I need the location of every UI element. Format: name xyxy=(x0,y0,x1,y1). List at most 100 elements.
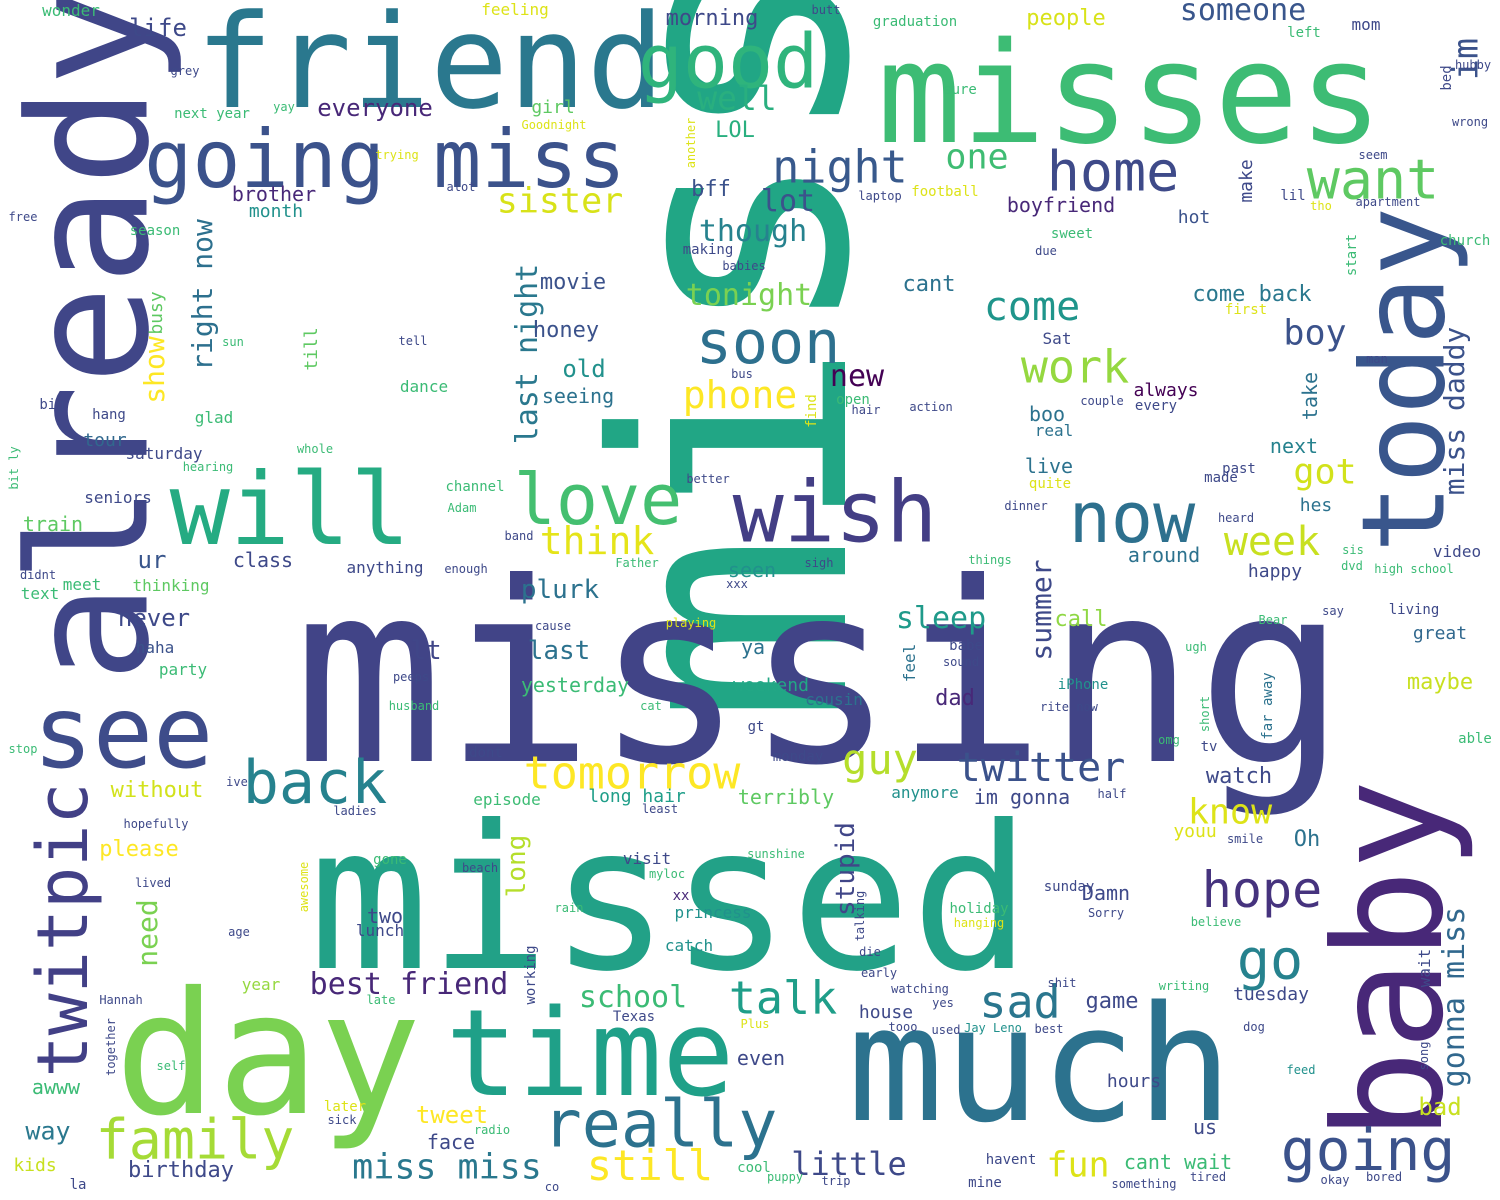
word-sunday: sunday xyxy=(1043,879,1095,895)
word-bit-ly: bit ly xyxy=(7,446,21,490)
word-anymore: anymore xyxy=(891,783,959,802)
word-people: people xyxy=(1026,6,1106,31)
word-ladies: ladies xyxy=(333,804,377,818)
word-bus: bus xyxy=(731,367,753,381)
word-youu: youu xyxy=(1173,821,1217,842)
word-movie: movie xyxy=(539,270,607,295)
word-babe: babe xyxy=(949,638,983,654)
word-lt: lt xyxy=(410,636,442,666)
word-wait: wait xyxy=(1415,948,1434,988)
word-puppy: puppy xyxy=(766,1170,804,1184)
word-cool: cool xyxy=(737,1160,771,1176)
word-will: will xyxy=(169,451,411,568)
word-text: text xyxy=(20,584,60,603)
word-back: back xyxy=(242,748,388,818)
word-us: us xyxy=(1192,1115,1218,1139)
word-seem: seem xyxy=(1358,148,1388,162)
word-bored: bored xyxy=(1365,1170,1403,1184)
word-husband: husband xyxy=(388,699,440,713)
word-talking: talking xyxy=(853,890,867,942)
word-terribly: terribly xyxy=(737,785,835,809)
word-come-back: come back xyxy=(1192,282,1312,307)
word-oh: Oh xyxy=(1293,827,1321,852)
word-believe: believe xyxy=(1190,915,1242,929)
word-catch: catch xyxy=(664,936,714,955)
word-quite: quite xyxy=(1028,476,1072,492)
word-tell: tell xyxy=(398,334,428,348)
word-work: work xyxy=(1020,340,1130,394)
word-co: co xyxy=(544,1180,560,1194)
word-watch: watch xyxy=(1205,764,1273,789)
word-season: season xyxy=(129,223,181,239)
word-time: time xyxy=(445,985,735,1124)
word-hours: hours xyxy=(1106,1071,1162,1092)
word-next-year: next year xyxy=(174,106,250,122)
word-yes: yes xyxy=(932,996,954,1010)
word-old: old xyxy=(562,355,606,383)
word-go: go xyxy=(1236,927,1304,992)
word-omg: omg xyxy=(1158,733,1180,747)
word-big: big xyxy=(39,397,65,413)
word-babies: babies xyxy=(722,259,766,273)
word-mom: mom xyxy=(1351,15,1381,34)
word-late: late xyxy=(366,993,396,1007)
word-peeps: peeps xyxy=(392,670,430,684)
word-together: together xyxy=(104,1018,118,1076)
word-gone: gone xyxy=(373,852,407,868)
word-school: school xyxy=(578,980,688,1015)
word-house: house xyxy=(858,1002,914,1023)
word-xx: xx xyxy=(672,888,690,904)
word-without: without xyxy=(110,778,204,803)
word-least: least xyxy=(641,802,679,816)
word-new: new xyxy=(829,359,885,394)
word-adam: Adam xyxy=(447,501,477,515)
word-want: want xyxy=(1306,147,1440,212)
word-die: die xyxy=(859,945,881,959)
word-bear: Bear xyxy=(1258,613,1288,627)
word-seen: seen xyxy=(727,558,777,582)
word-live: live xyxy=(1024,454,1074,478)
word-tooo: tooo xyxy=(888,1020,918,1034)
word-things: things xyxy=(968,553,1012,567)
word-tour: tour xyxy=(83,430,127,451)
word-self: self xyxy=(156,1059,186,1073)
word-cant-wait: cant wait xyxy=(1123,1150,1233,1174)
word-two: two xyxy=(366,904,404,928)
word-got: got xyxy=(1293,452,1357,493)
word-good: good xyxy=(637,17,819,106)
word-everyone: everyone xyxy=(317,94,433,122)
word-left: left xyxy=(1287,25,1321,41)
word-soon: soon xyxy=(695,308,841,378)
word-lunch: lunch xyxy=(355,921,405,940)
word-fun: fun xyxy=(1046,1145,1110,1186)
word-missing: missing xyxy=(293,529,1347,820)
word-im-gonna: im gonna xyxy=(973,785,1071,809)
word-see: see xyxy=(32,674,214,791)
word-morning: morning xyxy=(665,6,759,31)
word-dont: dont xyxy=(469,745,503,761)
word-cat: cat xyxy=(640,699,662,713)
word-summer: summer xyxy=(1025,559,1058,661)
word-tweet: tweet xyxy=(415,1101,489,1129)
word-bad: bad xyxy=(1418,1093,1462,1121)
word-sister: sister xyxy=(496,181,624,222)
word-around: around xyxy=(1127,543,1201,567)
word-now: now xyxy=(1068,477,1196,559)
word-saturday: saturday xyxy=(125,444,203,463)
word-living: living xyxy=(1388,602,1440,618)
word-friend: friend xyxy=(195,0,665,138)
word-watching: watching xyxy=(891,982,949,996)
word-rain: rain xyxy=(554,901,584,915)
word-yesterday: yesterday xyxy=(520,673,630,697)
word-really: really xyxy=(542,1087,778,1163)
word-myloc: myloc xyxy=(648,867,686,881)
word-didnt: didnt xyxy=(19,568,57,582)
word-anything: anything xyxy=(346,558,424,577)
word-one: one xyxy=(945,137,1009,178)
word-ive: ive xyxy=(226,775,248,789)
word-lol: LOL xyxy=(715,118,755,143)
word-church: church xyxy=(1439,233,1491,249)
word-going-miss: going miss xyxy=(144,113,626,206)
word-iphone: iPhone xyxy=(1057,677,1109,693)
word-month: month xyxy=(248,201,304,222)
